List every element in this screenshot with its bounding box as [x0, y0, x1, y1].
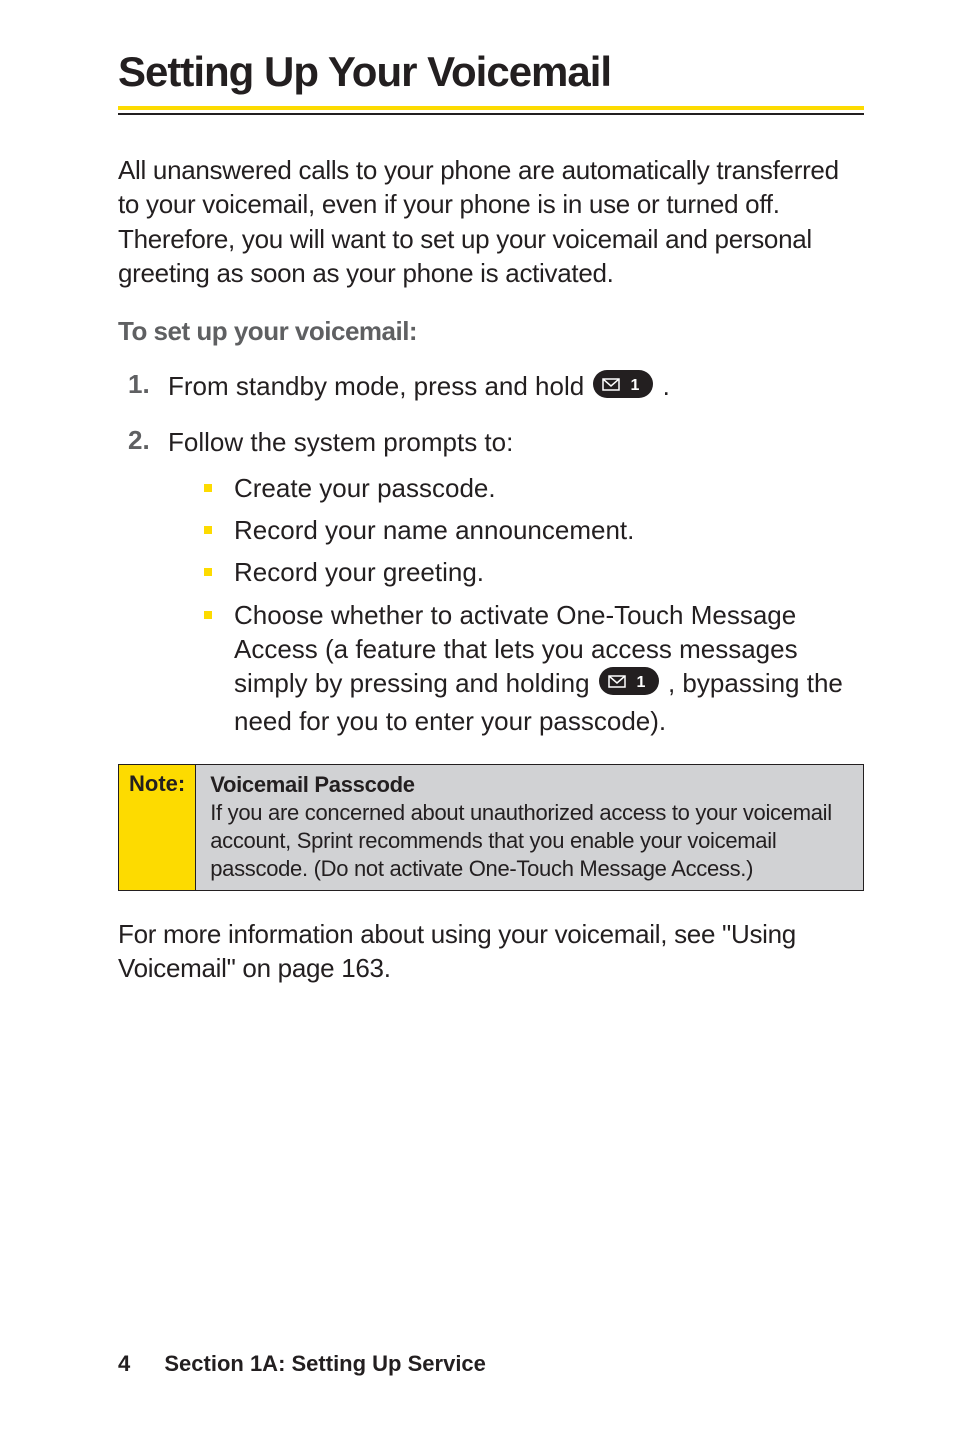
step-number: 2.	[118, 425, 168, 746]
step-body: Follow the system prompts to: Create you…	[168, 425, 864, 746]
intro-paragraph: All unanswered calls to your phone are a…	[118, 153, 864, 290]
bullet-item: Create your passcode.	[204, 471, 864, 505]
bullet-text: Record your greeting.	[234, 557, 484, 587]
svg-text:1: 1	[631, 377, 640, 394]
note-body: Voicemail Passcode If you are concerned …	[196, 765, 863, 890]
note-box: Note: Voicemail Passcode If you are conc…	[118, 764, 864, 891]
bullet-text: Record your name announcement.	[234, 515, 634, 545]
step-item: 1. From standby mode, press and hold 1 .	[118, 369, 864, 406]
step-number: 1.	[118, 369, 168, 406]
step-body: From standby mode, press and hold 1 .	[168, 369, 864, 406]
bullet-item: Record your greeting.	[204, 555, 864, 589]
key-1-icon: 1	[593, 370, 653, 406]
step-text-after: .	[655, 371, 669, 401]
page-number: 4	[118, 1351, 130, 1376]
bullet-item: Record your name announcement.	[204, 513, 864, 547]
svg-text:1: 1	[636, 674, 645, 691]
subheading: To set up your voicemail:	[118, 316, 864, 347]
closing-paragraph: For more information about using your vo…	[118, 917, 864, 986]
note-label: Note:	[119, 765, 196, 890]
step-text-before: From standby mode, press and hold	[168, 371, 591, 401]
rule-black	[118, 113, 864, 115]
note-title: Voicemail Passcode	[210, 772, 415, 797]
page-footer: 4 Section 1A: Setting Up Service	[118, 1351, 486, 1377]
rule-yellow	[118, 106, 864, 110]
note-text: If you are concerned about unauthorized …	[210, 800, 832, 881]
bullet-list: Create your passcode. Record your name a…	[168, 471, 864, 738]
steps-list: 1. From standby mode, press and hold 1 .…	[118, 369, 864, 746]
section-label: Section 1A: Setting Up Service	[164, 1351, 486, 1376]
page-title: Setting Up Your Voicemail	[118, 48, 864, 96]
key-1-icon: 1	[599, 667, 659, 703]
step-text-before: Follow the system prompts to:	[168, 427, 513, 457]
step-item: 2. Follow the system prompts to: Create …	[118, 425, 864, 746]
bullet-text: Create your passcode.	[234, 473, 496, 503]
bullet-item: Choose whether to activate One-Touch Mes…	[204, 598, 864, 738]
